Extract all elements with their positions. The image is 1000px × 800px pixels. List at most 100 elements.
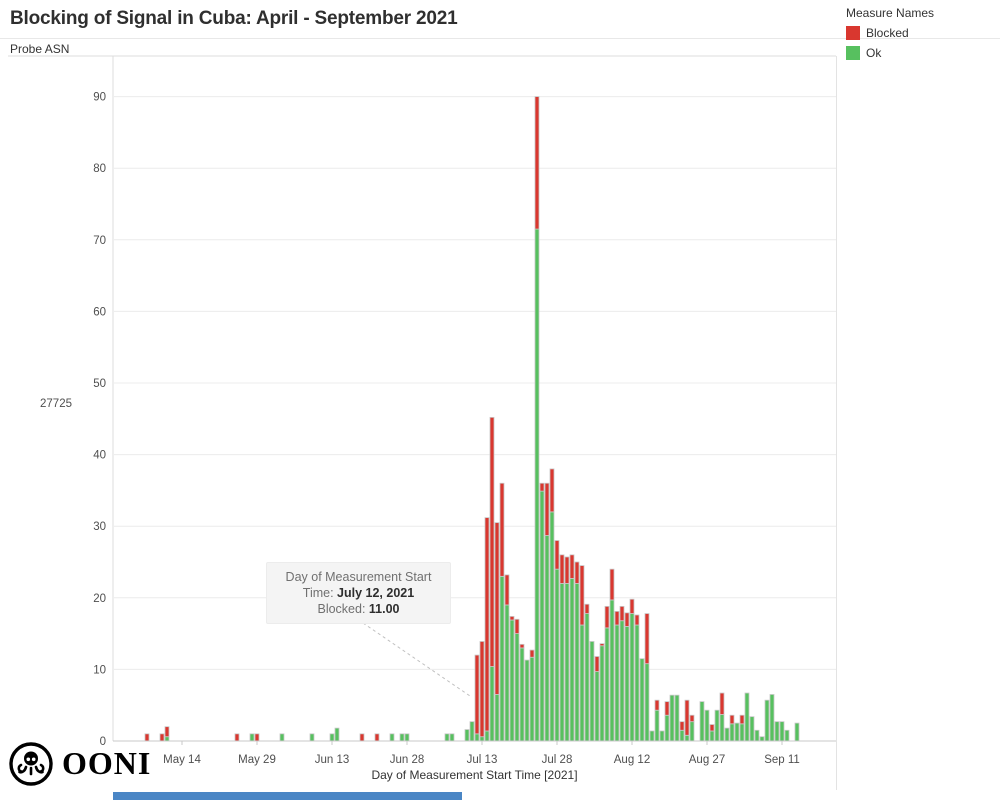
bar-ok-aug-14[interactable] (639, 658, 645, 742)
bar-blocked-aug-13[interactable] (634, 614, 640, 626)
bar-blocked-jul-19[interactable] (509, 616, 515, 621)
bar-ok-aug-20[interactable] (669, 694, 675, 742)
bar-ok-jul-24[interactable] (534, 228, 540, 742)
bar-ok-aug-2[interactable] (579, 624, 585, 742)
bar-ok-aug-16[interactable] (649, 730, 655, 742)
bar-blocked-aug-12[interactable] (629, 598, 635, 614)
bar-blocked-jul-18[interactable] (504, 574, 510, 606)
bar-blocked-may-10[interactable] (159, 733, 165, 742)
bar-ok-jun-14[interactable] (334, 727, 340, 742)
bar-ok-aug-6[interactable] (599, 645, 605, 742)
bar-ok-sep-2[interactable] (734, 722, 740, 742)
bar-blocked-aug-24[interactable] (689, 714, 695, 723)
bar-ok-sep-11[interactable] (779, 721, 785, 742)
bar-blocked-aug-8[interactable] (609, 568, 615, 601)
bar-ok-aug-27[interactable] (704, 709, 710, 742)
bar-blocked-may-29[interactable] (254, 733, 260, 742)
bar-blocked-jul-30[interactable] (564, 556, 570, 584)
bar-blocked-aug-3[interactable] (584, 603, 590, 614)
bar-ok-aug-4[interactable] (589, 641, 595, 742)
bar-blocked-aug-11[interactable] (624, 612, 630, 627)
bar-blocked-jul-24[interactable] (534, 96, 540, 230)
bar-blocked-aug-1[interactable] (574, 561, 580, 584)
bar-ok-aug-8[interactable] (609, 599, 615, 742)
bar-ok-jul-27[interactable] (549, 511, 555, 742)
bar-blocked-aug-23[interactable] (684, 699, 690, 736)
bar-ok-jul-21[interactable] (519, 647, 525, 742)
bar-blocked-jul-25[interactable] (539, 482, 545, 492)
bar-ok-aug-11[interactable] (624, 626, 630, 742)
bar-ok-aug-18[interactable] (659, 730, 665, 742)
bar-blocked-jul-26[interactable] (544, 482, 550, 536)
bar-ok-sep-10[interactable] (774, 721, 780, 742)
bar-ok-aug-3[interactable] (584, 613, 590, 742)
bar-ok-aug-7[interactable] (604, 627, 610, 742)
bar-ok-jul-30[interactable] (564, 583, 570, 742)
bar-blocked-aug-30[interactable] (719, 692, 725, 715)
bar-ok-jun-3[interactable] (279, 733, 285, 742)
bar-blocked-may-7[interactable] (144, 733, 150, 742)
bar-ok-sep-6[interactable] (754, 729, 760, 742)
annotation-tooltip[interactable]: Day of Measurement Start Time: July 12, … (266, 562, 451, 624)
bar-ok-jul-11[interactable] (469, 721, 475, 742)
bar-blocked-jun-22[interactable] (374, 733, 380, 742)
bar-ok-jun-27[interactable] (399, 733, 405, 742)
bar-blocked-sep-3[interactable] (739, 714, 745, 725)
bar-ok-jun-13[interactable] (329, 733, 335, 742)
bar-ok-jul-13[interactable] (479, 736, 485, 742)
bar-ok-jul-31[interactable] (569, 578, 575, 742)
bar-ok-aug-1[interactable] (574, 583, 580, 742)
bar-ok-aug-19[interactable] (664, 714, 670, 742)
bar-ok-jul-7[interactable] (449, 733, 455, 742)
bar-ok-aug-26[interactable] (699, 701, 705, 742)
bar-blocked-jul-16[interactable] (494, 522, 500, 695)
bar-ok-aug-29[interactable] (714, 709, 720, 742)
bar-blocked-jul-17[interactable] (499, 482, 505, 577)
bar-blocked-jul-29[interactable] (559, 554, 565, 584)
bar-ok-aug-31[interactable] (724, 727, 730, 742)
bar-blocked-jul-21[interactable] (519, 643, 525, 649)
bar-ok-jul-29[interactable] (559, 583, 565, 742)
bar-blocked-may-25[interactable] (234, 733, 240, 742)
bar-blocked-aug-6[interactable] (599, 643, 605, 647)
bar-ok-jul-26[interactable] (544, 535, 550, 742)
bar-ok-aug-17[interactable] (654, 709, 660, 742)
bar-blocked-aug-19[interactable] (664, 701, 670, 716)
bar-ok-aug-28[interactable] (709, 730, 715, 742)
bar-blocked-jul-14[interactable] (484, 517, 490, 732)
bar-ok-jul-17[interactable] (499, 575, 505, 742)
bar-ok-sep-12[interactable] (784, 729, 790, 742)
bar-ok-sep-9[interactable] (769, 694, 775, 742)
bar-ok-jul-16[interactable] (494, 694, 500, 742)
bar-ok-jul-14[interactable] (484, 730, 490, 742)
bar-blocked-jul-12[interactable] (474, 654, 480, 735)
bar-blocked-aug-2[interactable] (579, 565, 585, 626)
bar-ok-jun-25[interactable] (389, 733, 395, 742)
bar-blocked-jul-28[interactable] (554, 540, 560, 570)
bar-blocked-jun-19[interactable] (359, 733, 365, 742)
bar-ok-aug-5[interactable] (594, 671, 600, 742)
bar-ok-aug-13[interactable] (634, 624, 640, 742)
bar-ok-aug-22[interactable] (679, 729, 685, 742)
bar-blocked-jul-23[interactable] (529, 649, 535, 658)
bar-ok-jul-6[interactable] (444, 733, 450, 742)
bar-ok-jul-23[interactable] (529, 656, 535, 742)
bar-ok-sep-7[interactable] (759, 736, 765, 742)
bar-ok-sep-4[interactable] (744, 692, 750, 742)
bar-ok-aug-23[interactable] (684, 734, 690, 742)
bar-ok-jul-20[interactable] (514, 633, 520, 742)
bar-blocked-aug-15[interactable] (644, 613, 650, 665)
bar-blocked-aug-7[interactable] (604, 605, 610, 629)
bar-ok-jul-22[interactable] (524, 659, 530, 742)
bar-blocked-jul-27[interactable] (549, 468, 555, 513)
bar-ok-jul-10[interactable] (464, 729, 470, 742)
bar-ok-sep-14[interactable] (794, 722, 800, 742)
legend-item-blocked[interactable]: Blocked (846, 26, 996, 40)
bar-ok-sep-3[interactable] (739, 723, 745, 742)
bar-ok-sep-8[interactable] (764, 699, 770, 742)
bar-ok-jul-28[interactable] (554, 568, 560, 742)
bar-ok-aug-10[interactable] (619, 620, 625, 742)
bar-blocked-aug-9[interactable] (614, 611, 620, 626)
bar-blocked-may-11[interactable] (164, 726, 170, 738)
bar-ok-jul-25[interactable] (539, 490, 545, 742)
